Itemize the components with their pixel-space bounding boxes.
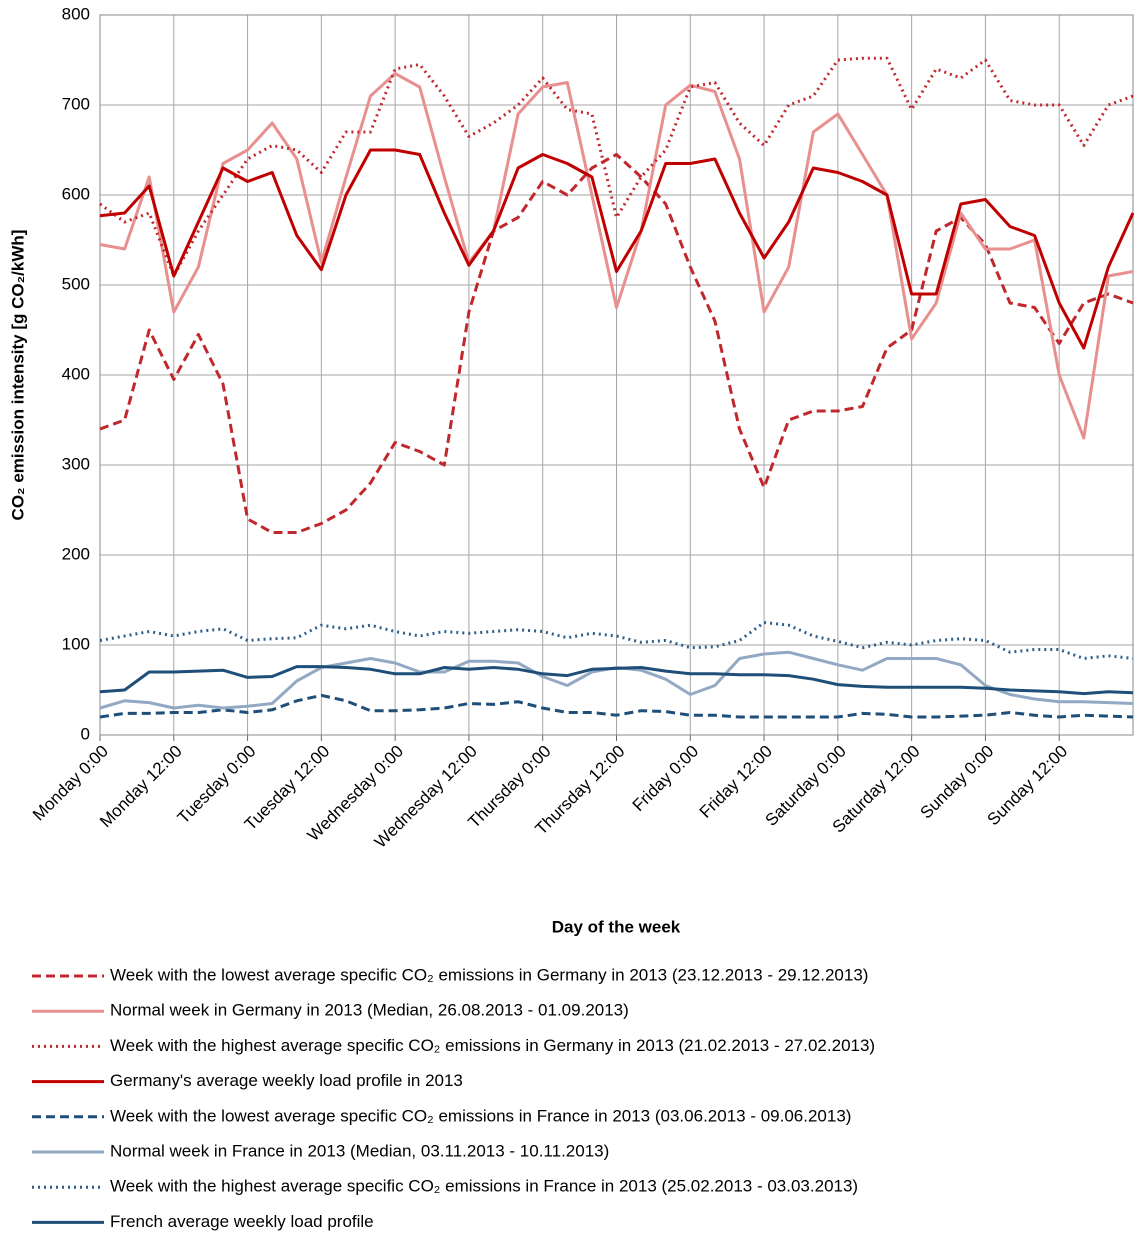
x-tick-label: Sunday 0:00 <box>916 742 997 823</box>
y-tick-label: 0 <box>81 724 90 743</box>
series-line <box>99 693 1134 719</box>
series-line <box>99 148 1135 350</box>
y-tick-label: 500 <box>62 274 90 293</box>
y-tick-label: 200 <box>62 544 90 563</box>
y-tick-label: 800 <box>62 4 90 23</box>
legend-label: Germany's average weekly load profile in… <box>110 1071 463 1090</box>
plot-frame <box>99 14 1134 736</box>
y-tick-label: 400 <box>62 364 90 383</box>
series-line <box>99 665 1134 696</box>
legend-label: Week with the lowest average specific CO… <box>110 1106 851 1125</box>
legend-label: French average weekly load profile <box>110 1212 374 1231</box>
x-tick-label: Friday 0:00 <box>629 742 703 816</box>
legend-label: Normal week in France in 2013 (Median, 0… <box>110 1141 609 1160</box>
x-tick-label: Monday 0:00 <box>29 742 112 825</box>
y-tick-label: 100 <box>62 634 90 653</box>
y-tick-label: 300 <box>62 454 90 473</box>
legend-label: Week with the highest average specific C… <box>110 1036 875 1055</box>
y-tick-label: 700 <box>62 94 90 113</box>
y-axis-title: CO₂ emission intensity [g CO₂/kWh] <box>8 230 27 521</box>
x-axis-title: Day of the week <box>552 917 681 936</box>
legend-label: Week with the lowest average specific CO… <box>110 965 868 984</box>
legend-label: Normal week in Germany in 2013 (Median, … <box>110 1001 629 1020</box>
x-tick-label: Friday 12:00 <box>696 742 776 822</box>
legend-label: Week with the highest average specific C… <box>110 1177 858 1196</box>
series-line <box>99 72 1134 440</box>
y-tick-label: 600 <box>62 184 90 203</box>
